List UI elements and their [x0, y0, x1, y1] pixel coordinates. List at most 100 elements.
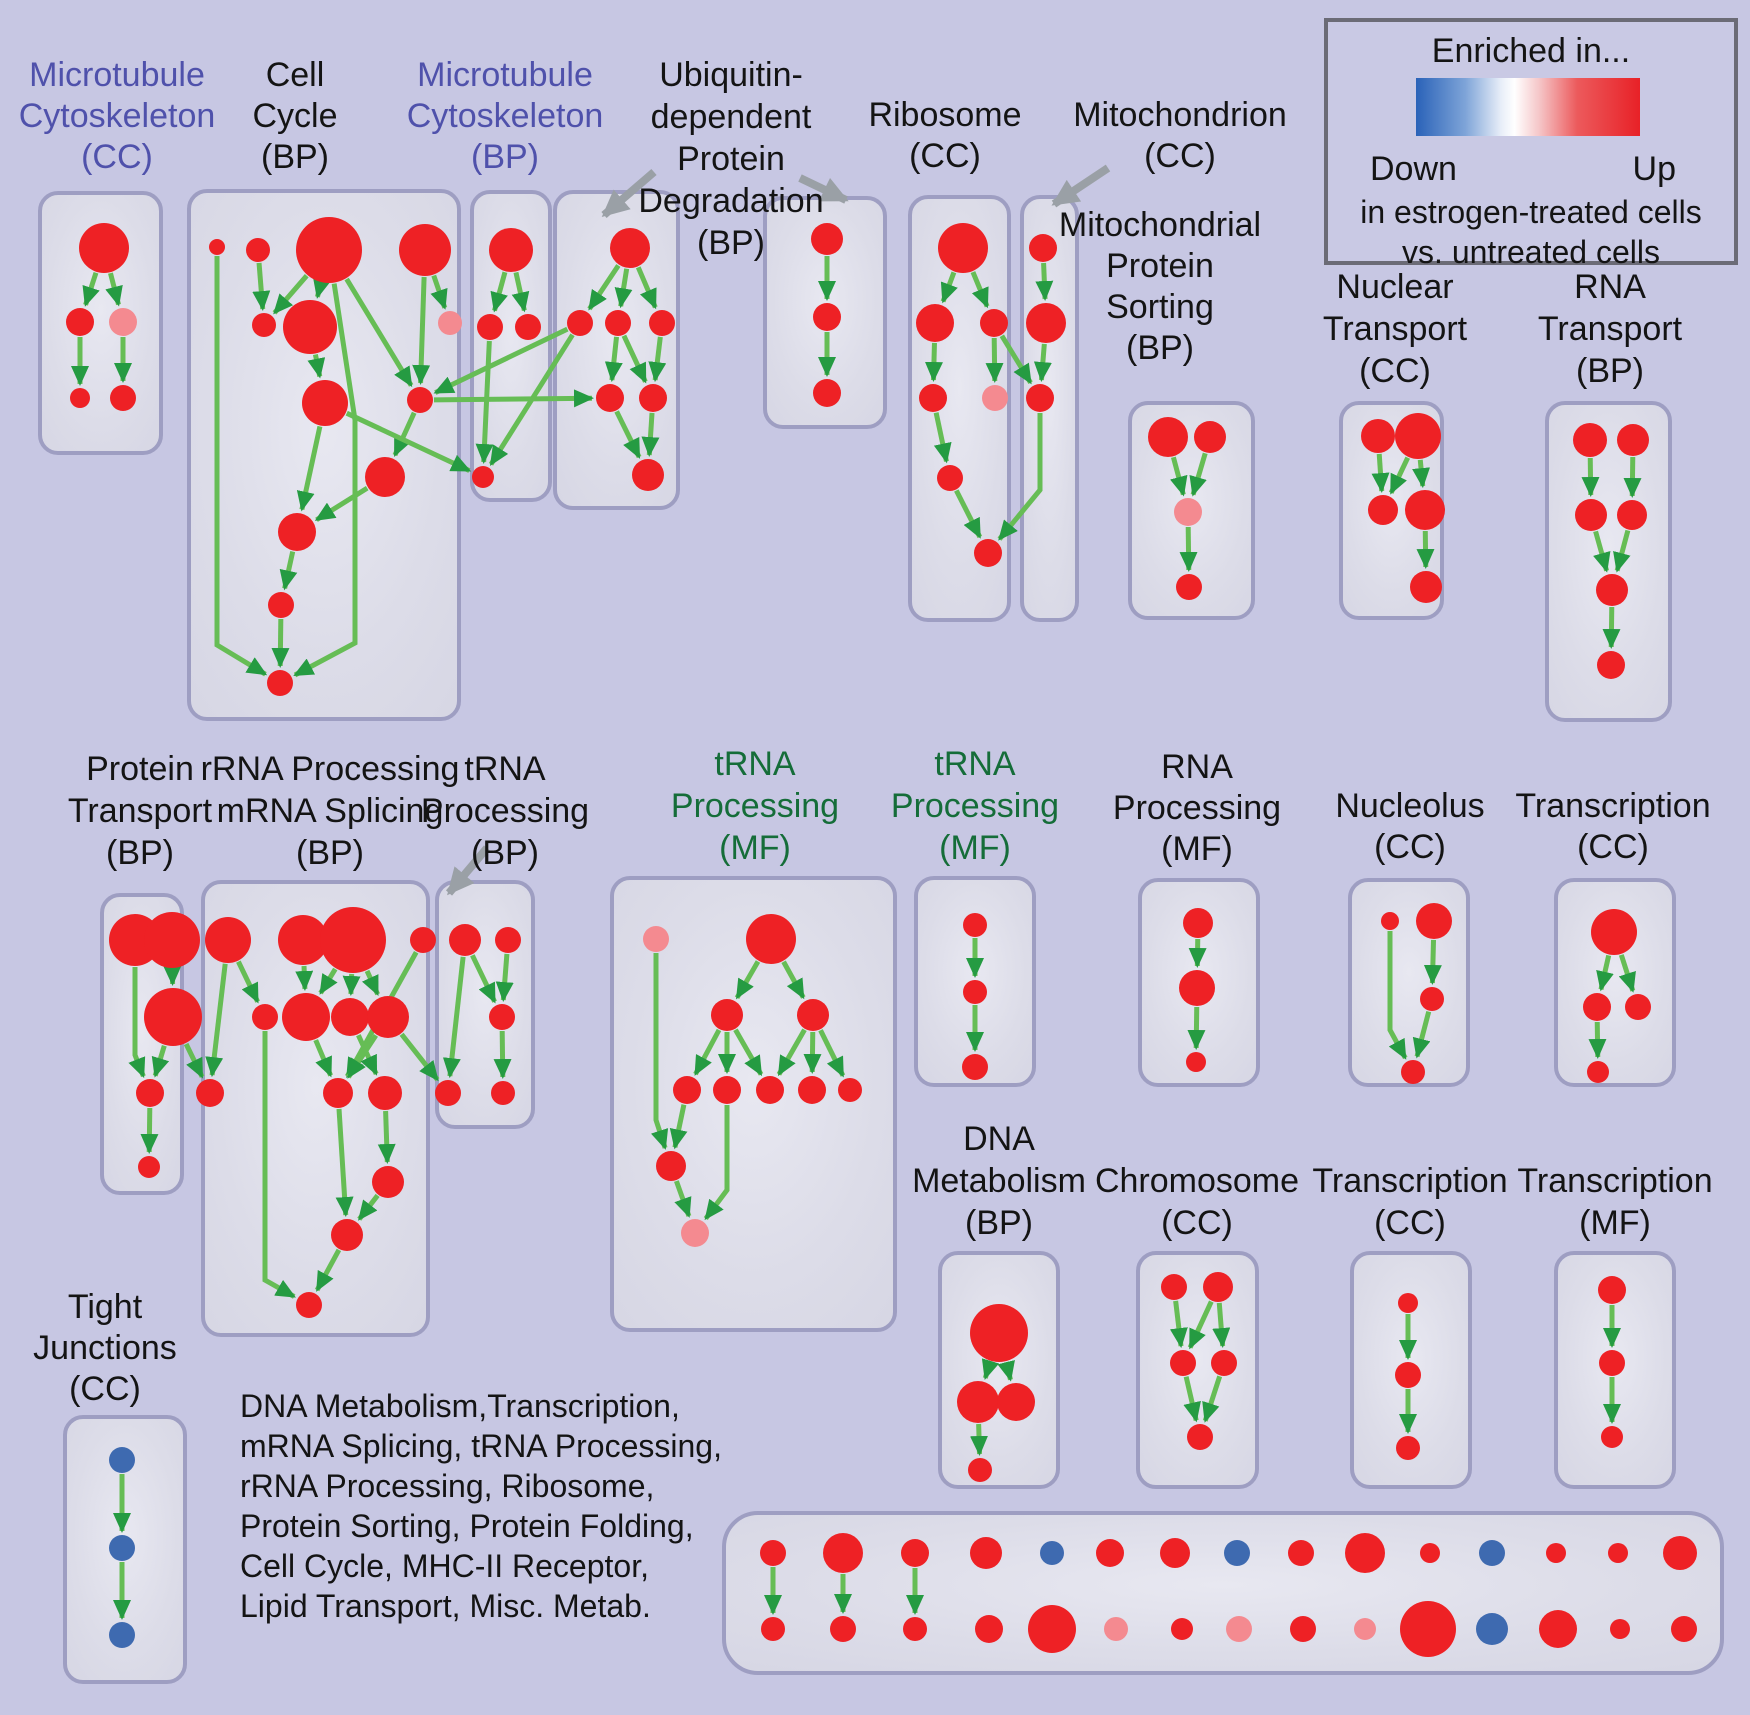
go-term-node-misc-b13 — [1539, 1610, 1577, 1648]
go-term-node-ribo-b — [974, 539, 1002, 567]
go-term-node-ubiq_a-m2 — [605, 310, 631, 336]
edge — [818, 1029, 846, 1078]
cluster-label-rt-line2: Transport — [1538, 310, 1683, 348]
go-term-node-ribo-ll — [919, 384, 947, 412]
cluster-label-rna_proc-line3: (MF) — [1161, 830, 1233, 868]
go-term-node-misc-t8 — [1224, 1540, 1250, 1566]
go-term-node-misc-b6 — [1104, 1617, 1128, 1641]
go-term-node-trna_bp-m — [489, 1004, 515, 1030]
go-term-node-misc-t15 — [1663, 1536, 1697, 1570]
edge — [1212, 1302, 1231, 1349]
cluster-label-mps-line4: (BP) — [1126, 329, 1194, 367]
cluster-label-cc-line2: Cycle — [252, 97, 337, 135]
go-term-node-nucleolus-tl — [1381, 912, 1399, 930]
edge — [1371, 453, 1390, 494]
go-term-node-trna_mf_big-pk2 — [681, 1219, 709, 1247]
edge — [362, 969, 380, 997]
edge — [295, 965, 314, 992]
go-term-node-trna_mf_big-m2 — [797, 999, 829, 1031]
edge — [313, 277, 331, 299]
go-term-node-rrna-p — [331, 1219, 363, 1251]
edge — [314, 1248, 342, 1292]
go-term-node-cc-G — [283, 300, 337, 354]
go-term-node-misc-t10 — [1345, 1533, 1385, 1573]
go-term-node-mps-tl — [1148, 417, 1188, 457]
cluster-label-pt-line1: Protein — [86, 750, 194, 788]
edge — [205, 963, 228, 1078]
edge — [262, 1031, 296, 1299]
go-term-node-rrna-m3 — [331, 998, 369, 1036]
go-term-node-trna_bp-t2 — [495, 927, 521, 953]
cluster-label-trna_mf_small-line1: tRNA — [934, 745, 1016, 783]
edge — [313, 1039, 333, 1078]
cluster-label-nucleolus-line1: Nucleolus — [1335, 787, 1484, 825]
edge — [82, 271, 100, 307]
edge — [1618, 954, 1636, 993]
edge — [357, 1193, 380, 1221]
cluster-label-mps-line1: Mitochondrial — [1059, 206, 1261, 244]
cluster-label-mito-line1: Mitochondrion — [1073, 96, 1287, 134]
go-term-node-ribo-pk — [982, 385, 1008, 411]
go-term-node-chromosome-m2 — [1211, 1350, 1237, 1376]
cluster-label-mt_cc-line2: Cytoskeleton — [19, 97, 216, 135]
go-term-node-misc-b10 — [1354, 1618, 1376, 1640]
edge — [377, 1110, 396, 1165]
go-term-node-tr_cc_bot-m — [1395, 1362, 1421, 1388]
edge — [1388, 456, 1410, 495]
edge — [614, 410, 642, 459]
go-term-node-ubiq_b-v1 — [811, 223, 843, 255]
edge — [997, 1360, 1015, 1382]
legend-down-label: Down — [1370, 150, 1457, 188]
go-term-node-ubiq_a-l2 — [639, 384, 667, 412]
go-term-node-rrna-l1 — [323, 1078, 353, 1108]
edge — [1189, 452, 1208, 497]
edge — [1412, 1010, 1432, 1059]
cluster-label-rrna-line3: (BP) — [296, 834, 364, 872]
edge — [985, 337, 1004, 384]
edge — [641, 412, 660, 458]
cluster-label-trna_bp-line1: tRNA — [464, 750, 546, 788]
edge — [954, 489, 983, 539]
go-term-node-trna_mf_big-pk1 — [643, 926, 669, 952]
go-term-node-tr_mf-b — [1601, 1426, 1623, 1448]
go-term-node-trna_bp-b1 — [435, 1080, 461, 1106]
cluster-box-misc — [722, 1511, 1724, 1675]
edge — [490, 271, 508, 313]
go-term-node-cc-I — [407, 387, 433, 413]
cluster-label-mito-line2: (CC) — [1144, 137, 1216, 175]
edge — [279, 551, 298, 591]
go-term-node-nt-tl — [1361, 419, 1395, 453]
edge — [1596, 954, 1614, 992]
go-term-node-rrna-m1 — [252, 1004, 278, 1030]
go-term-node-mps-pk — [1174, 498, 1202, 526]
edge — [252, 262, 271, 312]
edge — [271, 618, 290, 669]
merged-categories-text-line2: mRNA Splicing, tRNA Processing, — [240, 1428, 722, 1464]
cluster-label-mps-line2: Protein — [1106, 247, 1214, 285]
go-term-node-cc-C — [296, 217, 362, 283]
cluster-label-tr_cc_bot-line2: (CC) — [1374, 1204, 1446, 1242]
cluster-label-mt_cc-line3: (CC) — [81, 138, 153, 176]
edge — [412, 276, 431, 386]
edge — [272, 274, 309, 315]
go-term-node-tr_cc_top-b — [1587, 1061, 1609, 1083]
go-term-node-rt-tr — [1617, 424, 1649, 456]
go-term-node-trna_mf_big-t — [746, 914, 796, 964]
cluster-label-tr_mf-line2: (MF) — [1579, 1204, 1651, 1242]
go-term-node-tr_mf-m — [1599, 1350, 1625, 1376]
cluster-label-tr_mf-line1: Transcription — [1517, 1162, 1712, 1200]
cluster-label-ubiq_label-line4: Degradation — [638, 182, 823, 220]
go-term-node-misc-t14 — [1608, 1543, 1628, 1563]
go-term-node-tr_cc_top-ml — [1583, 993, 1611, 1021]
legend-title: Enriched in... — [1431, 32, 1631, 70]
cluster-label-trna_mf_big-line1: tRNA — [714, 745, 796, 783]
edge — [703, 1105, 730, 1221]
go-term-node-ubiq_a-m1 — [567, 310, 593, 336]
edge — [140, 1107, 159, 1155]
go-term-node-tight-b — [109, 1535, 135, 1561]
edge — [293, 283, 358, 678]
go-term-node-rrna-t1 — [205, 917, 251, 963]
cluster-label-trna_mf_big-line3: (MF) — [719, 829, 791, 867]
